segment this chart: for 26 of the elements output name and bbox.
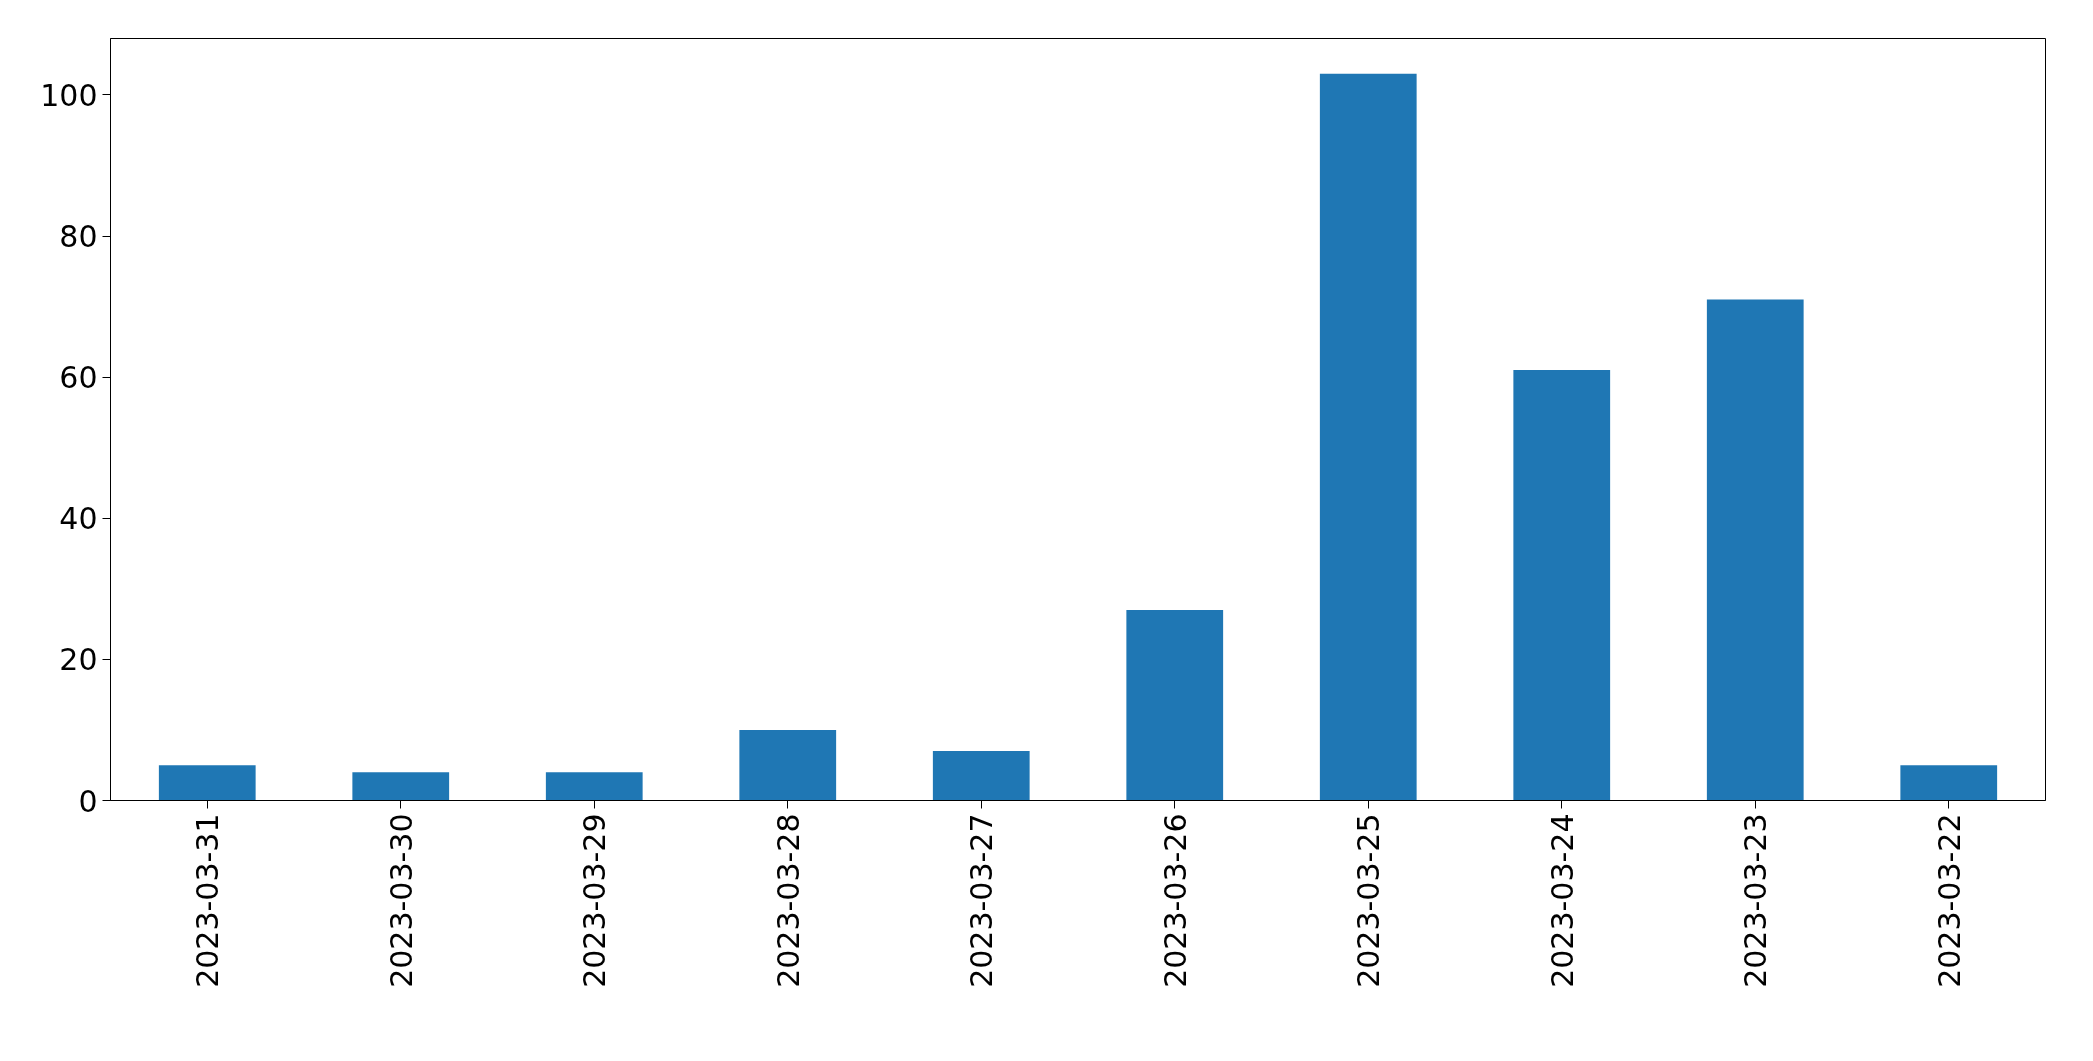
- x-tick-label: 2023-03-27: [964, 813, 1000, 988]
- bar: [739, 729, 837, 801]
- y-tick-label: 80: [59, 219, 98, 255]
- y-tick-label: 20: [59, 642, 98, 678]
- bar: [545, 772, 643, 801]
- y-tick-label: 0: [78, 783, 98, 819]
- y-tick-label: 60: [59, 360, 98, 396]
- bar: [932, 751, 1030, 801]
- x-tick-label: 2023-03-29: [577, 813, 613, 988]
- x-tick-label: 2023-03-22: [1931, 813, 1967, 988]
- bar: [1126, 610, 1224, 801]
- bar: [158, 765, 256, 801]
- x-tick-label: 2023-03-23: [1738, 813, 1774, 988]
- x-tick-label: 2023-03-25: [1351, 813, 1387, 988]
- x-tick-label: 2023-03-30: [383, 813, 419, 988]
- x-tick-label: 2023-03-26: [1157, 813, 1193, 988]
- bar: [1900, 765, 1998, 801]
- x-tick-label: 2023-03-28: [770, 813, 806, 988]
- bar: [1706, 299, 1804, 801]
- bar: [1319, 73, 1417, 801]
- x-tick-label: 2023-03-24: [1544, 813, 1580, 988]
- x-tick-label: 2023-03-31: [190, 813, 226, 988]
- y-tick-label: 40: [59, 501, 98, 537]
- bar: [1513, 370, 1611, 801]
- bar: [352, 772, 450, 801]
- y-tick-label: 100: [40, 77, 98, 113]
